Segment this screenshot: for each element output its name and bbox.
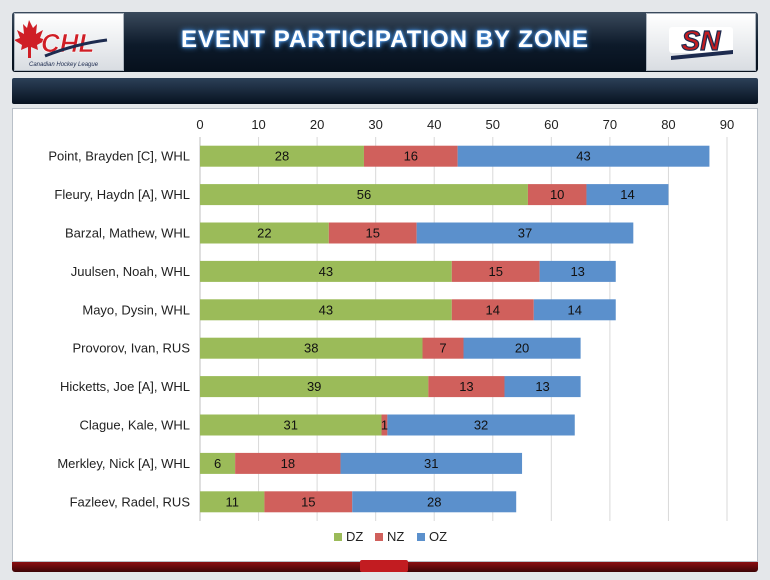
- data-label: 28: [275, 149, 289, 164]
- category-label: Point, Brayden [C], WHL: [48, 149, 190, 164]
- x-tick-label: 70: [603, 117, 617, 132]
- legend-swatch-nz: [375, 533, 383, 541]
- data-label: 6: [214, 456, 221, 471]
- legend-swatch-oz: [417, 533, 425, 541]
- category-label: Fleury, Haydn [A], WHL: [54, 187, 190, 202]
- page-title: EVENT PARTICIPATION BY ZONE: [181, 26, 589, 53]
- category-label: Barzal, Mathew, WHL: [65, 226, 190, 241]
- legend-swatch-dz: [334, 533, 342, 541]
- data-label: 14: [620, 187, 634, 202]
- chart-panel: 0 10 20 30 40 50 60 70 80 90 Point, Brayden [C], W…: [12, 108, 758, 562]
- bar-dz: [200, 260, 452, 282]
- bar-nz: [527, 184, 587, 206]
- data-label: 20: [515, 341, 529, 356]
- category-label: Juulsen, Noah, WHL: [71, 264, 190, 279]
- category-label: Provorov, Ivan, RUS: [72, 341, 190, 356]
- x-tick-label: 50: [486, 117, 500, 132]
- bottom-tab: [360, 560, 408, 572]
- bar-oz: [533, 299, 616, 321]
- x-tick-label: 10: [251, 117, 265, 132]
- data-label: 43: [319, 302, 333, 317]
- data-label: 10: [550, 187, 564, 202]
- bar-dz: [200, 337, 423, 359]
- x-tick-label: 40: [427, 117, 441, 132]
- data-label: 14: [568, 302, 582, 317]
- bar-oz: [539, 260, 616, 282]
- sn-logo-text: SN: [682, 25, 722, 56]
- bar-nz: [328, 222, 417, 244]
- data-label: 32: [474, 418, 488, 433]
- bar-nz: [422, 337, 464, 359]
- bar-nz: [451, 299, 534, 321]
- maple-leaf-icon: CHL Canadian Hockey League: [14, 20, 108, 68]
- bar-nz: [451, 260, 540, 282]
- data-label: 13: [570, 264, 584, 279]
- bar-oz: [463, 337, 581, 359]
- bar-nz: [363, 145, 458, 167]
- category-label: Fazleev, Radel, RUS: [70, 494, 191, 509]
- header-bar: [12, 12, 758, 72]
- data-label: 31: [424, 456, 438, 471]
- data-label: 7: [439, 341, 446, 356]
- bar-nz: [428, 376, 505, 398]
- data-label: 43: [319, 264, 333, 279]
- legend-label: OZ: [429, 529, 447, 544]
- bar-dz: [200, 222, 329, 244]
- category-label: Merkley, Nick [A], WHL: [57, 456, 190, 471]
- data-label: 39: [307, 379, 321, 394]
- bar-oz: [586, 184, 669, 206]
- data-label: 28: [427, 494, 441, 509]
- data-label: 13: [535, 379, 549, 394]
- bar-dz: [200, 491, 265, 513]
- x-tick-label: 30: [368, 117, 382, 132]
- data-label: 22: [257, 226, 271, 241]
- category-label: Clague, Kale, WHL: [79, 418, 190, 433]
- bar-nz: [381, 414, 388, 436]
- bar-nz: [235, 452, 341, 474]
- x-tick-label: 80: [661, 117, 675, 132]
- bar-oz: [457, 145, 710, 167]
- data-label: 15: [366, 226, 380, 241]
- bar-nz: [264, 491, 353, 513]
- data-label: 11: [225, 494, 239, 509]
- data-label: 13: [459, 379, 473, 394]
- data-label: 38: [304, 341, 318, 356]
- category-label: Hicketts, Joe [A], WHL: [60, 379, 190, 394]
- legend-label: NZ: [387, 529, 404, 544]
- data-label: 43: [576, 149, 590, 164]
- data-label: 31: [284, 418, 298, 433]
- data-label: 15: [488, 264, 502, 279]
- sub-header-bar: [12, 78, 758, 104]
- data-label: 15: [301, 494, 315, 509]
- data-label: 1: [381, 418, 388, 433]
- bar-dz: [200, 376, 429, 398]
- chl-logo: CHL Canadian Hockey League: [14, 13, 124, 71]
- sn-logo: SN: [646, 13, 756, 71]
- x-tick-label: 60: [544, 117, 558, 132]
- data-label: 56: [357, 187, 371, 202]
- category-label: Mayo, Dysin, WHL: [82, 302, 190, 317]
- data-label: 14: [486, 302, 500, 317]
- bar-oz: [504, 376, 581, 398]
- legend-label: DZ: [346, 529, 363, 544]
- data-label: 16: [404, 149, 418, 164]
- x-tick-label: 20: [310, 117, 324, 132]
- stacked-bar-chart: 0 10 20 30 40 50 60 70 80 90 Point, Brayden [C], W…: [48, 117, 734, 544]
- x-tick-label: 0: [196, 117, 203, 132]
- bar-dz: [200, 184, 528, 206]
- x-tick-label: 90: [720, 117, 734, 132]
- data-label: 37: [518, 226, 532, 241]
- bar-oz: [387, 414, 575, 436]
- bar-oz: [416, 222, 634, 244]
- bar-dz: [200, 145, 364, 167]
- bar-dz: [200, 299, 452, 321]
- bar-dz: [200, 452, 236, 474]
- chl-logo-subtext: Canadian Hockey League: [29, 62, 99, 68]
- data-label: 18: [281, 456, 295, 471]
- bar-oz: [352, 491, 517, 513]
- bar-oz: [340, 452, 523, 474]
- bar-dz: [200, 414, 382, 436]
